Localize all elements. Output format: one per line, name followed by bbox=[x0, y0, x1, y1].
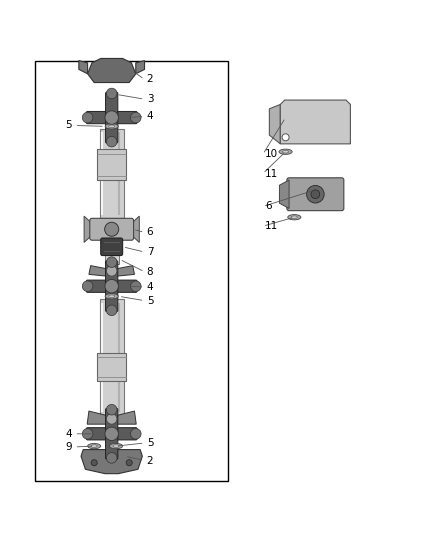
Circle shape bbox=[106, 257, 117, 268]
Circle shape bbox=[282, 134, 289, 141]
Text: 3: 3 bbox=[147, 94, 153, 104]
Text: 6: 6 bbox=[265, 201, 272, 212]
FancyBboxPatch shape bbox=[287, 178, 344, 211]
Circle shape bbox=[82, 112, 93, 123]
Polygon shape bbox=[81, 449, 142, 474]
FancyBboxPatch shape bbox=[100, 128, 124, 219]
Polygon shape bbox=[88, 59, 136, 83]
Polygon shape bbox=[269, 104, 280, 144]
Ellipse shape bbox=[311, 190, 320, 199]
Ellipse shape bbox=[109, 295, 115, 297]
Circle shape bbox=[106, 405, 117, 415]
Ellipse shape bbox=[109, 125, 115, 128]
Ellipse shape bbox=[88, 443, 101, 449]
Ellipse shape bbox=[110, 443, 123, 449]
Circle shape bbox=[106, 136, 117, 147]
Circle shape bbox=[82, 429, 93, 439]
Polygon shape bbox=[136, 61, 145, 74]
Circle shape bbox=[131, 281, 141, 292]
Ellipse shape bbox=[279, 149, 292, 155]
FancyBboxPatch shape bbox=[101, 238, 123, 255]
Text: 9: 9 bbox=[66, 442, 72, 452]
FancyBboxPatch shape bbox=[97, 149, 126, 180]
Polygon shape bbox=[279, 180, 289, 208]
Text: 11: 11 bbox=[265, 168, 278, 179]
Circle shape bbox=[131, 112, 141, 123]
Text: 5: 5 bbox=[147, 438, 153, 448]
Text: 7: 7 bbox=[147, 247, 153, 257]
Text: 4: 4 bbox=[147, 111, 153, 122]
Polygon shape bbox=[131, 216, 139, 243]
Ellipse shape bbox=[113, 445, 119, 447]
Circle shape bbox=[106, 453, 117, 463]
Ellipse shape bbox=[105, 294, 118, 299]
Circle shape bbox=[105, 222, 119, 236]
Ellipse shape bbox=[307, 185, 324, 203]
Ellipse shape bbox=[291, 216, 297, 219]
Circle shape bbox=[105, 279, 118, 293]
Text: 2: 2 bbox=[147, 456, 153, 465]
FancyBboxPatch shape bbox=[106, 92, 118, 143]
Circle shape bbox=[106, 305, 117, 316]
Polygon shape bbox=[280, 100, 350, 144]
Circle shape bbox=[126, 459, 132, 466]
Ellipse shape bbox=[283, 150, 289, 153]
FancyBboxPatch shape bbox=[86, 427, 137, 440]
Text: 4: 4 bbox=[66, 429, 72, 439]
Polygon shape bbox=[84, 216, 92, 243]
FancyBboxPatch shape bbox=[106, 261, 118, 312]
FancyBboxPatch shape bbox=[86, 280, 137, 292]
Text: 10: 10 bbox=[265, 149, 278, 159]
FancyBboxPatch shape bbox=[97, 353, 126, 382]
Polygon shape bbox=[117, 265, 134, 276]
Polygon shape bbox=[117, 411, 136, 424]
Text: 5: 5 bbox=[147, 296, 153, 305]
Polygon shape bbox=[79, 61, 88, 74]
Ellipse shape bbox=[107, 90, 116, 94]
Circle shape bbox=[82, 281, 93, 292]
Text: 4: 4 bbox=[147, 282, 153, 292]
FancyBboxPatch shape bbox=[106, 408, 118, 459]
Text: 2: 2 bbox=[147, 75, 153, 84]
Text: 6: 6 bbox=[147, 228, 153, 237]
Circle shape bbox=[105, 111, 118, 124]
Circle shape bbox=[106, 88, 117, 99]
Ellipse shape bbox=[91, 445, 97, 447]
Text: 5: 5 bbox=[66, 120, 72, 131]
Text: 11: 11 bbox=[265, 221, 278, 231]
Circle shape bbox=[131, 429, 141, 439]
FancyBboxPatch shape bbox=[86, 111, 137, 124]
Circle shape bbox=[106, 414, 117, 424]
Text: 8: 8 bbox=[147, 266, 153, 277]
Circle shape bbox=[105, 427, 118, 441]
Circle shape bbox=[106, 265, 117, 276]
FancyBboxPatch shape bbox=[100, 300, 124, 415]
Circle shape bbox=[91, 459, 97, 466]
Polygon shape bbox=[87, 411, 106, 424]
Ellipse shape bbox=[105, 124, 118, 129]
FancyBboxPatch shape bbox=[90, 219, 134, 240]
Polygon shape bbox=[89, 265, 106, 276]
Ellipse shape bbox=[288, 215, 301, 220]
FancyBboxPatch shape bbox=[105, 254, 119, 264]
